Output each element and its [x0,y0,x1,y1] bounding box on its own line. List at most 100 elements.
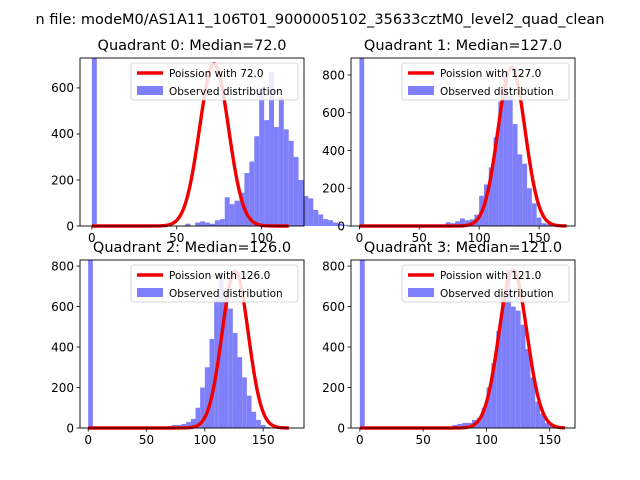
histogram-bar [251,411,257,428]
x-tick-label: 0 [356,231,364,245]
histogram-bar [283,129,289,226]
histogram-bar-spike [359,260,365,428]
histogram-bar [181,423,187,428]
x-tick-label: 100 [193,433,216,447]
legend-hist-swatch [137,86,163,95]
histogram-bar [209,338,215,428]
y-tick-label: 400 [322,144,345,158]
x-tick-label: 50 [169,231,184,245]
histogram-bars [359,58,556,226]
y-tick-label: 0 [337,421,345,435]
histogram-bar-spike [88,260,93,428]
histogram-bar [460,218,465,226]
histogram-bar [242,377,247,428]
histogram-bar [541,223,547,226]
legend-fit-label: Poission with 121.0 [440,270,541,282]
legend: Poission with 72.0 Observed distribution [130,62,299,101]
legend-box [401,62,570,101]
histogram-bar [512,124,518,226]
histogram-bar [223,290,229,428]
histogram-bar [545,422,550,428]
figure-suptitle: n file: modeM0/AS1A11_106T01_9000005102_… [36,12,605,28]
y-tick-label: 600 [322,300,345,314]
histogram-bar [501,298,507,428]
histogram-bar [229,204,235,226]
histogram-bar [234,200,240,226]
histogram-bar [540,413,546,428]
legend-fit-label: Poission with 126.0 [169,270,270,282]
histogram-bar [259,87,265,226]
histogram-bar [527,188,532,226]
histogram-bar [308,198,314,226]
histogram-bar [496,330,502,428]
histogram-bar [200,387,205,428]
y-tick-label: 800 [51,259,74,273]
histogram-bar [195,222,201,226]
histogram-bar [185,223,191,226]
y-tick-label: 0 [66,421,74,435]
y-tick-label: 0 [66,219,74,233]
histogram-bar [318,214,324,226]
histogram-bar [303,196,309,226]
x-tick-label: 50 [139,433,154,447]
histogram-bar [186,421,191,428]
subplot-title: Quadrant 1: Median=127.0 [364,38,562,54]
y-tick-label: 0 [337,219,345,233]
y-tick-label: 600 [51,81,74,95]
x-tick-label: 100 [475,433,498,447]
histogram-bar [224,197,230,226]
histogram-bar [298,179,304,226]
histogram-bar [246,395,252,428]
histogram-bar [476,417,482,428]
subplot-title: Quadrant 3: Median=121.0 [364,240,562,256]
histogram-bar [264,120,270,226]
subplot-quadrant-2: 0 50 100 150 0 200 400 600 800 Quadrant 2: Median… [51,240,305,447]
histogram-bar [486,387,492,428]
subplot-quadrant-3: 0 50 100 150 0 200 400 600 800 Quadrant 3: Median… [322,240,576,447]
legend-hist-label: Observed distribution [440,288,554,300]
x-tick-label: 0 [88,231,96,245]
legend: Poission with 127.0 Observed distribution [401,62,570,101]
histogram-bar [483,184,489,226]
y-tick-label: 200 [322,182,345,196]
histogram-bar [219,219,225,226]
legend-hist-label: Observed distribution [440,86,554,98]
legend-box [401,264,570,303]
histogram-bar [498,101,504,226]
histogram-bar [546,224,552,226]
legend-hist-swatch [137,288,163,297]
histogram-bar [328,220,334,226]
histogram-bar [214,220,220,226]
x-tick-label: 100 [250,231,273,245]
x-tick-label: 150 [528,231,551,245]
y-tick-label: 800 [322,259,345,273]
histogram-bar [455,221,461,226]
legend-box [130,264,299,303]
y-tick-label: 400 [51,340,74,354]
legend-hist-swatch [408,86,434,95]
axes-frame [350,57,576,227]
histogram-bar [525,349,531,428]
subplot-title: Quadrant 0: Median=72.0 [98,38,287,54]
histogram-bar-spike [359,58,365,226]
histogram-bar [488,167,494,226]
y-tick-label: 800 [322,68,345,82]
histogram-bar [249,161,255,226]
histogram-bar [200,221,206,226]
histogram-bar [445,222,451,226]
histogram-bar [204,367,210,428]
legend-hist-swatch [408,288,434,297]
axes-frame [350,259,576,429]
y-tick-label: 400 [322,340,345,354]
y-tick-label: 200 [51,173,74,187]
legend-hist-label: Observed distribution [169,86,283,98]
histogram-bar [265,426,271,428]
histogram-bar [520,324,526,428]
histogram-bar [288,140,294,226]
histogram-bar [464,220,470,226]
axes-frame [79,57,305,227]
y-tick-label: 400 [51,127,74,141]
histogram-bar [273,127,279,226]
histogram-bars [91,58,348,226]
